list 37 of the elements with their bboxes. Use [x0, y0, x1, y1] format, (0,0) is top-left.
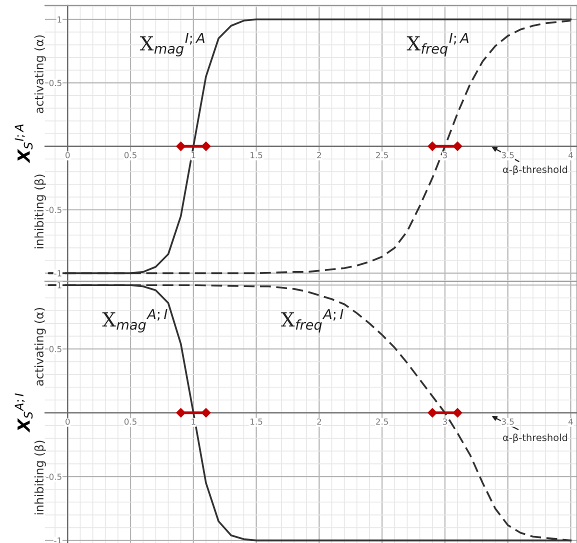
x-tick-label: 1.5: [250, 418, 262, 425]
x-tick-label: 3: [442, 152, 447, 158]
y-axis-title: X$_{S}$$^{I;A}$: [14, 124, 33, 164]
y-tick-label: 0.5: [49, 346, 62, 352]
x-tick-label: 4: [568, 418, 573, 425]
annotation: activating (α): [34, 35, 46, 114]
series-label: X$_{freq}$$^{I;A}$: [406, 33, 468, 56]
y-tick-label: -1: [54, 270, 62, 276]
series-label: X$_{mag}$$^{I;A}$: [140, 33, 204, 56]
x-tick-label: 1: [192, 152, 196, 158]
y-tick-label: -0.5: [46, 206, 62, 214]
series-label: X$_{mag}$$^{A;I}$: [102, 309, 168, 332]
x-tick-label: 2.5: [376, 418, 388, 425]
x-tick-label: 2: [317, 418, 321, 425]
annotation: α-β-threshold: [503, 166, 568, 176]
x-tick-label: 0.5: [124, 152, 136, 158]
y-tick-label: 1: [58, 282, 62, 288]
series-label: X$_{freq}$$^{A;I}$: [281, 309, 344, 332]
x-tick-label: 3.5: [502, 152, 514, 158]
x-tick-label: 1: [192, 418, 196, 425]
y-tick-label: 1: [58, 16, 62, 23]
y-axis-title: X$_{S}$$^{A;I}$: [14, 393, 33, 433]
x-tick-label: 0.5: [124, 418, 136, 425]
x-tick-label: 0: [66, 152, 70, 158]
x-tick-label: 0: [66, 418, 70, 425]
x-tick-label: 3.5: [502, 418, 514, 425]
x-tick-label: 2: [317, 152, 321, 158]
y-tick-label: -0.5: [46, 474, 62, 480]
x-tick-label: 2.5: [376, 152, 388, 158]
y-tick-label: 0.5: [49, 80, 62, 86]
annotation: inhibiting (β): [34, 440, 46, 514]
annotation: activating (α): [34, 308, 46, 386]
annotation: α-β-threshold: [503, 434, 568, 444]
x-tick-label: 3: [442, 418, 447, 425]
annotation: inhibiting (β): [34, 174, 46, 248]
x-tick-label: 4: [568, 152, 573, 158]
x-tick-label: 1.5: [250, 152, 262, 158]
